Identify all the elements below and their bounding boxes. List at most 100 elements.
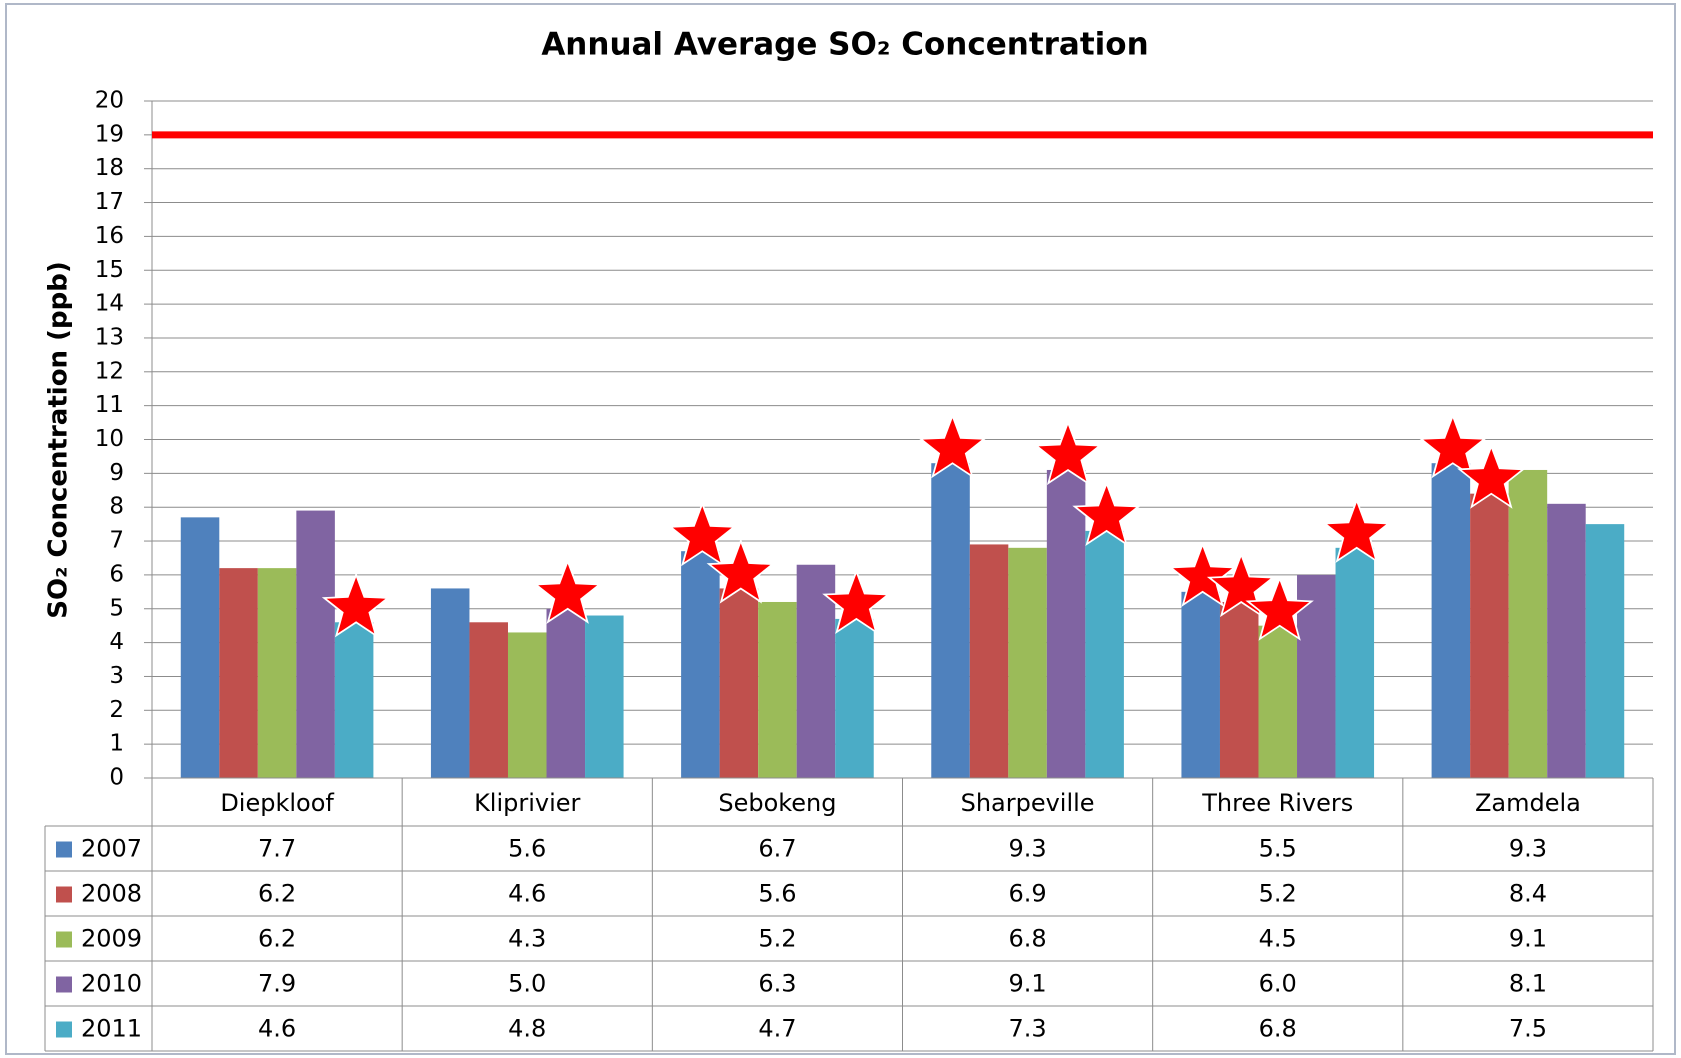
y-tick-label: 17: [95, 189, 124, 215]
table-value: 5.5: [1259, 835, 1297, 863]
y-tick-label: 10: [95, 426, 124, 452]
table-value: 9.1: [1008, 970, 1046, 998]
star: [1250, 580, 1310, 637]
bar: [469, 622, 508, 778]
bar: [1335, 547, 1375, 778]
star: [1327, 502, 1387, 559]
table-value: 9.3: [1509, 835, 1547, 863]
table-value: 4.5: [1259, 925, 1297, 953]
table-value: 7.7: [258, 835, 296, 863]
y-tick-label: 4: [109, 629, 124, 655]
bar: [1547, 503, 1586, 778]
bar: [219, 568, 258, 778]
bar: [1219, 601, 1259, 778]
table-value: 9.1: [1509, 925, 1547, 953]
y-tick-label: 2: [109, 697, 124, 723]
bar: [796, 564, 836, 778]
bar: [257, 568, 297, 778]
y-tick-label: 15: [95, 257, 124, 283]
legend-swatch: [56, 931, 72, 948]
table-value: 8.1: [1509, 970, 1547, 998]
legend-swatch: [56, 1021, 72, 1038]
legend-label: 2008: [81, 880, 142, 908]
bar: [1585, 524, 1625, 778]
table-value: 6.0: [1259, 970, 1297, 998]
y-tick-label: 13: [95, 324, 124, 350]
legend-swatch: [56, 976, 72, 993]
y-tick-label: 19: [95, 121, 124, 147]
chart-title: Annual Average SO₂ Concentration: [541, 27, 1148, 63]
table-value: 4.8: [508, 1015, 546, 1043]
star: [1461, 448, 1521, 505]
table-value: 7.5: [1509, 1015, 1547, 1043]
table-value: 5.6: [758, 880, 796, 908]
bar: [1181, 591, 1220, 778]
table-value: 6.2: [258, 925, 296, 953]
y-tick-label: 6: [109, 561, 124, 587]
y-tick-label: 1: [109, 731, 124, 757]
y-tick-label: 8: [109, 494, 124, 520]
y-axis-label: SO₂ Concentration (ppb): [44, 261, 74, 618]
category-label: Diepkloof: [220, 789, 334, 817]
bar: [430, 588, 470, 778]
category-label: Sebokeng: [718, 789, 836, 817]
table-value: 5.2: [758, 925, 796, 953]
star: [538, 563, 598, 620]
star: [826, 573, 886, 630]
bar: [1258, 625, 1298, 778]
star: [1077, 485, 1136, 542]
y-tick-label: 7: [109, 528, 124, 554]
table-value: 6.8: [1008, 925, 1046, 953]
bar: [681, 551, 720, 778]
category-label: Three Rivers: [1201, 789, 1353, 817]
table-value: 4.7: [758, 1015, 796, 1043]
star: [1038, 425, 1098, 481]
table-value: 7.9: [258, 970, 296, 998]
bar: [507, 632, 547, 778]
category-label: Sharpeville: [961, 789, 1095, 817]
table-value: 9.3: [1008, 835, 1046, 863]
bar: [180, 517, 220, 778]
y-tick-label: 14: [95, 291, 124, 317]
bar: [1046, 469, 1086, 778]
y-tick-label: 5: [109, 595, 124, 621]
table-value: 4.3: [508, 925, 546, 953]
legend-swatch: [56, 886, 72, 903]
star: [326, 577, 386, 634]
star: [1173, 546, 1233, 603]
star: [1211, 557, 1271, 614]
bar: [969, 544, 1009, 778]
bar: [835, 618, 874, 778]
table-value: 5.2: [1259, 880, 1297, 908]
table-value: 6.9: [1008, 880, 1046, 908]
table-value: 5.6: [508, 835, 546, 863]
bar: [546, 608, 586, 778]
bar: [1508, 469, 1548, 778]
table-value: 4.6: [508, 880, 546, 908]
legend-label: 2009: [81, 925, 142, 953]
bar: [296, 510, 335, 778]
bar: [719, 588, 759, 778]
table-value: 6.2: [258, 880, 296, 908]
legend-swatch: [56, 841, 72, 858]
category-label: Kliprivier: [474, 789, 580, 817]
star: [672, 506, 732, 563]
y-tick-label: 3: [109, 663, 124, 689]
y-tick-label: 11: [95, 392, 124, 418]
bar: [334, 622, 374, 778]
y-tick-label: 18: [95, 155, 124, 181]
star: [1423, 418, 1483, 475]
y-tick-label: 20: [95, 88, 124, 114]
bar: [585, 615, 624, 778]
y-tick-label: 12: [95, 358, 124, 384]
table-value: 7.3: [1008, 1015, 1046, 1043]
y-tick-label: 0: [109, 765, 124, 791]
category-label: Zamdela: [1475, 789, 1581, 817]
legend-label: 2011: [81, 1015, 142, 1043]
chart-frame: [5, 3, 1676, 1055]
table-value: 4.6: [258, 1015, 296, 1043]
table-value: 6.3: [758, 970, 796, 998]
bar: [1470, 493, 1509, 778]
